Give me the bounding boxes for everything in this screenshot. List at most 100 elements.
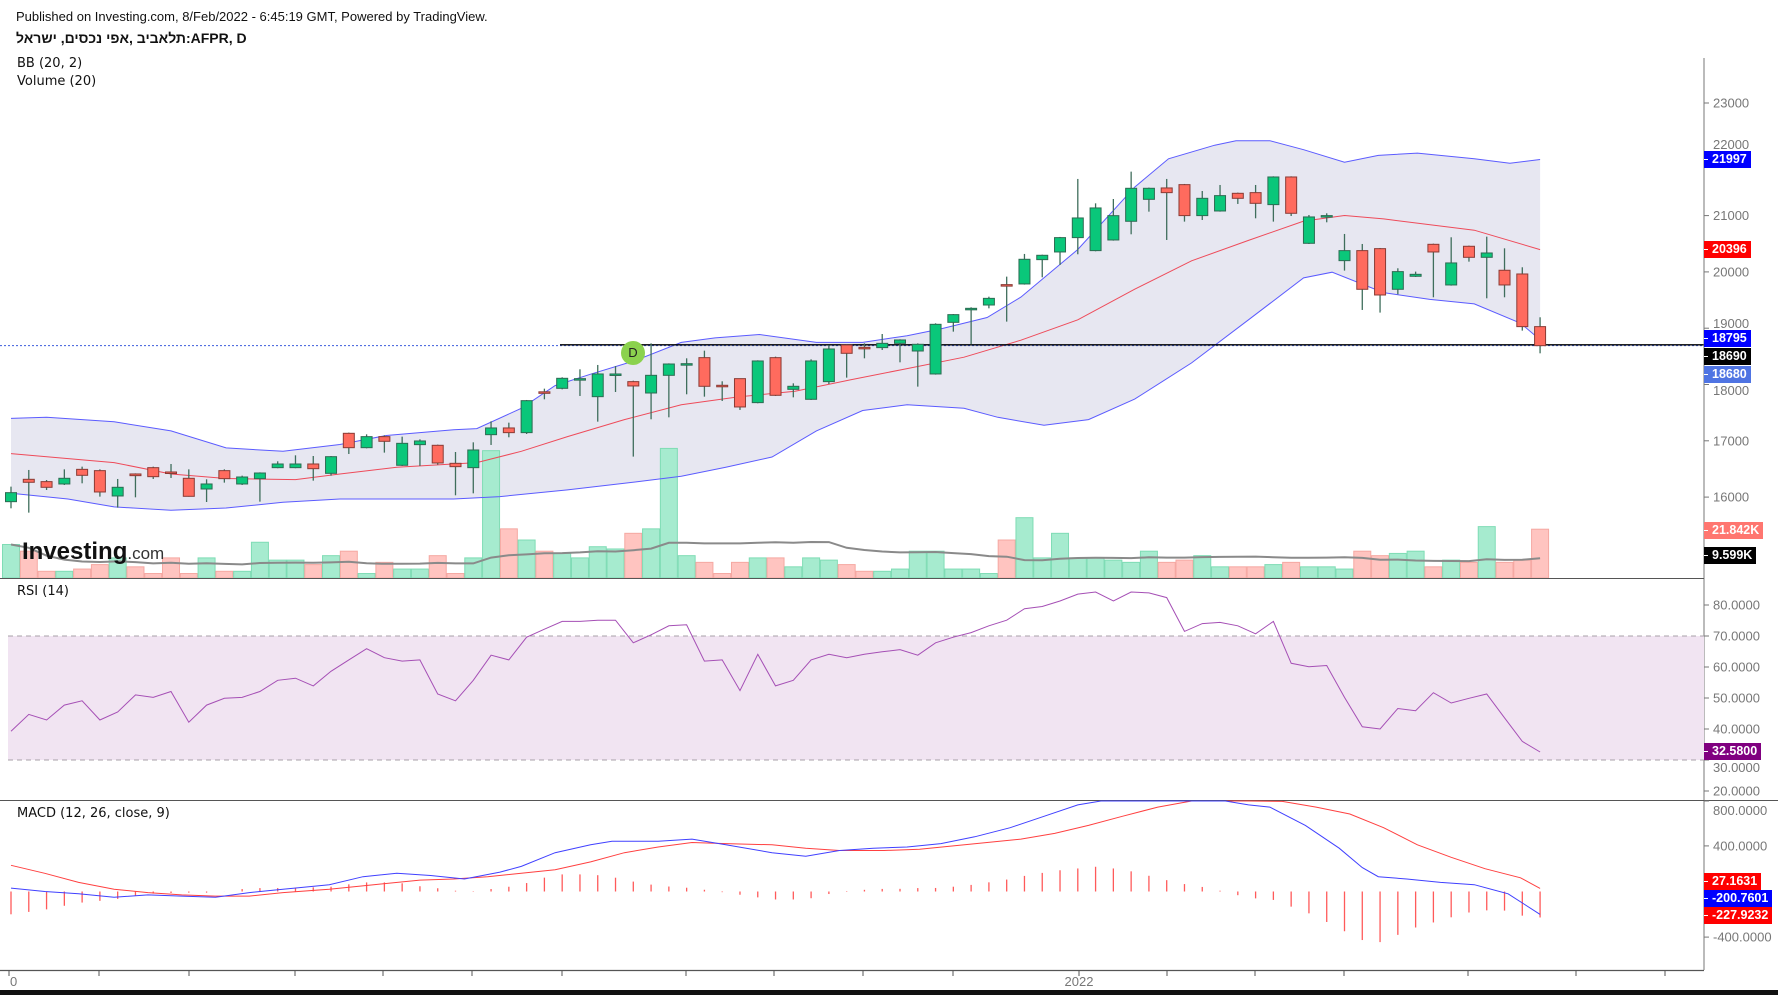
candle-body [591, 373, 604, 398]
candle [431, 444, 444, 465]
candle [1071, 178, 1084, 255]
candle [1302, 214, 1315, 244]
volume-bar [215, 570, 234, 579]
volume-bar [1513, 559, 1532, 579]
candle-body [58, 477, 71, 485]
bottom-border [0, 990, 1778, 995]
candle [22, 469, 35, 513]
candle [5, 486, 17, 509]
volume-bar [802, 557, 821, 579]
candle-body [129, 473, 142, 477]
candle [894, 339, 906, 363]
candle [840, 344, 853, 378]
volume-bar [446, 573, 465, 579]
candle [1089, 203, 1102, 252]
candle [787, 383, 800, 398]
legend-rsi[interactable]: RSI (14) [17, 584, 69, 599]
volume-bar [1477, 526, 1496, 579]
candle-body [342, 432, 355, 449]
volume-tag: 21.842K [1704, 522, 1764, 539]
rsi-tick-label: 20.0000 [1713, 784, 1760, 799]
candle [538, 388, 551, 400]
candle-body [1374, 248, 1387, 296]
volume-bar [908, 550, 927, 579]
candle [236, 475, 249, 485]
volume-bar [535, 550, 554, 579]
candle-body [289, 463, 302, 469]
candle [1320, 213, 1333, 223]
volume-bar [819, 559, 838, 579]
volume-bar [1139, 550, 1158, 579]
bb-fill [11, 140, 1541, 511]
bb-upper-tag: 21997 [1704, 151, 1751, 168]
macd-tick-label: -400.0000 [1713, 930, 1772, 945]
candle-body [1302, 216, 1315, 244]
candle [360, 434, 373, 449]
candle [1036, 254, 1049, 278]
bb-lower-tag: 18795 [1704, 330, 1751, 347]
candle-body [1516, 273, 1529, 328]
candle-body [894, 339, 906, 344]
time-label: 0 [10, 974, 17, 989]
candle-body [733, 378, 746, 408]
candle-body [1160, 187, 1173, 194]
volume-bar [891, 568, 909, 579]
volume-bar [233, 570, 252, 579]
legend-macd[interactable]: MACD (12, 26, close, 9) [17, 806, 170, 821]
candle [378, 435, 391, 453]
dividend-marker[interactable]: D [621, 341, 645, 365]
candle-body [662, 363, 675, 376]
candle-body [93, 470, 106, 493]
macd-tag: -200.7601 [1704, 890, 1773, 907]
legend-bb[interactable]: BB (20, 2) [17, 56, 83, 71]
volume-bar [730, 561, 749, 579]
volume-bar [997, 539, 1016, 579]
rsi-tick-label: 30.0000 [1713, 760, 1760, 775]
candle [1196, 190, 1209, 220]
price-tick-label: 22000 [1713, 137, 1749, 152]
price-tick-label: 17000 [1713, 433, 1749, 448]
signal-line [10, 800, 1541, 897]
candle-body [680, 363, 693, 366]
candle-body [982, 297, 995, 306]
candle-body [876, 342, 889, 349]
candle [751, 360, 764, 404]
candle [1445, 237, 1458, 286]
candle [467, 442, 480, 494]
volume-bar [979, 573, 998, 579]
candle [929, 323, 942, 375]
volume-bar [695, 561, 714, 579]
candle-body [840, 344, 853, 354]
candle-body [271, 463, 284, 469]
volume-bar [713, 573, 732, 579]
candle [253, 472, 266, 502]
volume-bar [90, 564, 109, 579]
candle [591, 364, 604, 422]
candle-body [1391, 271, 1404, 290]
volume-bar [1122, 561, 1141, 579]
legend-volume[interactable]: Volume (20) [17, 74, 97, 89]
candle [1018, 253, 1031, 285]
candle [40, 479, 53, 491]
candle-body [858, 346, 871, 350]
candle [1178, 183, 1191, 222]
volume-bar [499, 528, 518, 579]
candle [129, 473, 142, 498]
volume-bar [962, 568, 981, 579]
price-tick-label: 16000 [1713, 490, 1749, 505]
price-tick-label: 23000 [1713, 96, 1749, 111]
candle [1054, 236, 1067, 265]
candle [1125, 171, 1138, 235]
volume-bar [304, 564, 323, 579]
volume-bar [1531, 528, 1550, 579]
candle-body [1142, 187, 1155, 200]
rsi-tick-label: 40.0000 [1713, 722, 1760, 737]
volume-bar [1335, 568, 1354, 579]
candle-body [609, 373, 622, 376]
candle [147, 466, 160, 479]
candle-body [236, 476, 249, 485]
candle-body [1036, 254, 1049, 261]
rsi-tick-label: 70.0000 [1713, 629, 1760, 644]
candle [76, 466, 89, 484]
